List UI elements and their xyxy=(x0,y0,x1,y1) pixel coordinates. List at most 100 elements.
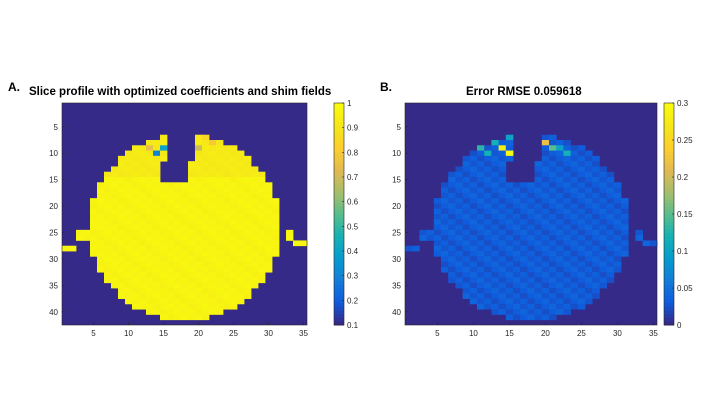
heatmap-cell xyxy=(146,171,154,178)
colorbar-segment xyxy=(334,132,344,137)
colorbar-tick-label: 0.9 xyxy=(347,124,359,133)
heatmap-cell xyxy=(477,150,485,157)
heatmap-cell xyxy=(202,245,210,252)
heatmap-cell xyxy=(577,277,586,284)
heatmap-cell xyxy=(563,261,571,268)
heatmap-cell xyxy=(230,187,238,194)
heatmap-cell xyxy=(498,187,507,194)
heatmap-cell xyxy=(585,208,593,215)
heatmap-cell xyxy=(577,288,586,294)
heatmap-cell xyxy=(160,203,168,210)
heatmap-cell xyxy=(541,293,550,299)
heatmap-cell xyxy=(90,251,98,257)
heatmap-cell xyxy=(209,214,217,220)
heatmap-cell xyxy=(216,182,224,188)
heatmap-cell xyxy=(111,224,119,231)
colorbar-segment xyxy=(664,251,674,256)
heatmap-cell xyxy=(132,224,140,231)
heatmap-cell xyxy=(527,187,535,194)
heatmap-cell xyxy=(556,161,564,167)
heatmap-cell xyxy=(577,235,586,241)
heatmap-cell xyxy=(541,288,550,294)
colorbar-tick-label: 0.7 xyxy=(347,173,359,182)
heatmap-cell xyxy=(125,224,133,231)
heatmap-cell xyxy=(462,198,471,204)
heatmap-cell xyxy=(104,214,112,220)
heatmap-cell xyxy=(462,177,471,183)
heatmap-cell xyxy=(251,166,259,173)
heatmap-cell xyxy=(237,203,245,210)
heatmap-cell xyxy=(577,161,586,167)
heatmap-cell xyxy=(599,182,607,188)
heatmap-cell xyxy=(541,266,550,273)
colorbar-segment xyxy=(334,188,344,193)
heatmap-cell xyxy=(599,208,607,215)
heatmap-cell xyxy=(592,161,600,167)
colorbar-segment xyxy=(334,206,344,211)
heatmap-cell xyxy=(174,245,182,252)
colorbar-segment xyxy=(664,103,674,108)
heatmap-cell xyxy=(455,282,463,289)
heatmap-cell xyxy=(613,245,622,252)
heatmap-cell xyxy=(592,266,600,273)
heatmap-cell xyxy=(160,277,168,284)
heatmap-cell xyxy=(174,229,182,236)
heatmap-cell xyxy=(146,182,154,188)
heatmap-cell xyxy=(534,261,543,268)
x-tick-label: 20 xyxy=(541,329,550,338)
heatmap-cell xyxy=(513,272,521,278)
colorbar-segment xyxy=(664,284,674,289)
heatmap-cell xyxy=(202,198,210,204)
heatmap-cell xyxy=(258,224,266,231)
heatmap-cell xyxy=(174,277,182,284)
heatmap-cell xyxy=(491,298,499,305)
heatmap-cell xyxy=(139,224,147,231)
colorbar-segment xyxy=(664,306,674,311)
heatmap-cell xyxy=(563,155,571,162)
heatmap-cell xyxy=(556,224,564,231)
heatmap-cell xyxy=(160,214,168,220)
heatmap-cell xyxy=(592,177,600,183)
heatmap-cell xyxy=(188,198,196,204)
heatmap-cell xyxy=(484,261,492,268)
heatmap-cell xyxy=(216,298,224,305)
colorbar-segment xyxy=(664,143,674,148)
heatmap-cell xyxy=(577,266,586,273)
heatmap-cell xyxy=(433,235,442,241)
heatmap-cell xyxy=(258,229,266,236)
heatmap-cell xyxy=(146,261,154,268)
heatmap-cell xyxy=(534,240,543,247)
heatmap-cell xyxy=(153,293,161,299)
heatmap-cell xyxy=(469,150,478,157)
heatmap-cell xyxy=(613,261,622,268)
heatmap-cell xyxy=(498,208,507,215)
heatmap-cell xyxy=(563,235,571,241)
heatmap-cell xyxy=(132,256,140,262)
heatmap-cell xyxy=(216,208,224,215)
heatmap-cell xyxy=(477,240,485,247)
colorbar-segment xyxy=(664,110,674,115)
heatmap-cell xyxy=(237,208,245,215)
heatmap-cell xyxy=(265,187,273,194)
heatmap-cell xyxy=(118,161,126,167)
heatmap-cell xyxy=(462,182,471,188)
heatmap-cell xyxy=(513,219,521,225)
heatmap-cell xyxy=(491,272,499,278)
heatmap-cell xyxy=(167,187,175,194)
heatmap-cell xyxy=(606,272,615,278)
heatmap-cell xyxy=(244,182,252,188)
heatmap-cell xyxy=(541,155,550,162)
heatmap-cell xyxy=(195,150,203,157)
heatmap-cell xyxy=(97,235,105,241)
heatmap-cell xyxy=(491,224,499,231)
heatmap-cell xyxy=(513,235,521,241)
heatmap-cell xyxy=(97,219,105,225)
heatmap-cell xyxy=(491,187,499,194)
colorbar-segment xyxy=(664,195,674,200)
heatmap-cell xyxy=(621,203,629,210)
colorbar-segment xyxy=(334,302,344,307)
heatmap-cell xyxy=(606,245,615,252)
heatmap-cell xyxy=(534,251,543,257)
heatmap-cell xyxy=(244,155,252,162)
heatmap-cell xyxy=(491,229,499,236)
